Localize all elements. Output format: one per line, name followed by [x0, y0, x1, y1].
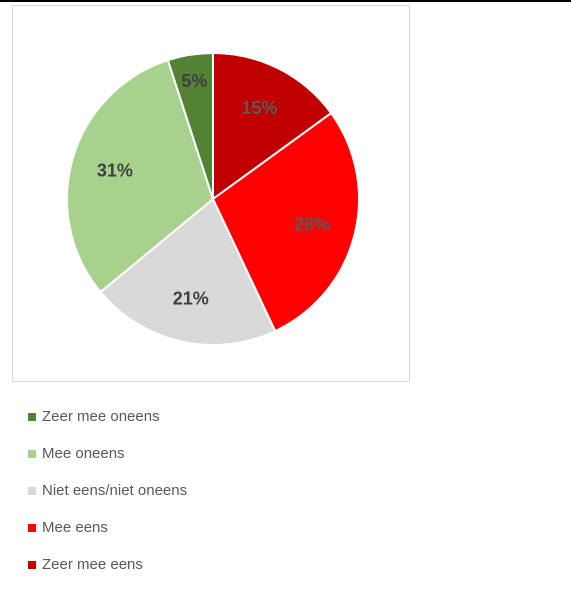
legend-item-zeer-mee-oneens: Zeer mee oneens [28, 398, 187, 435]
legend-item-niet-eens-niet-oneens: Niet eens/niet oneens [28, 472, 187, 509]
legend-label-mee-eens: Mee eens [42, 519, 108, 536]
pie-slice-niet-eens-niet-oneens [99, 197, 277, 346]
legend-swatch-zeer-mee-oneens [28, 412, 36, 421]
slice-label-zeer-mee-eens: 15% [241, 98, 277, 118]
legend-swatch-mee-eens [28, 523, 36, 532]
pie-chart: 15% 28% 21% 31% 5% [66, 51, 360, 346]
legend-label-mee-oneens: Mee oneens [42, 445, 125, 462]
slice-label-niet-eens-niet-oneens: 21% [173, 289, 209, 309]
legend-item-mee-oneens: Mee oneens [28, 435, 187, 472]
legend-item-mee-eens: Mee eens [28, 509, 187, 546]
legend-item-zeer-mee-eens: Zeer mee eens [28, 546, 187, 583]
chart-area: 15% 28% 21% 31% 5% [12, 5, 410, 382]
legend-swatch-niet-eens-niet-oneens [28, 486, 36, 495]
slice-label-mee-oneens: 31% [97, 160, 133, 180]
pie-slice-mee-eens [211, 111, 360, 333]
top-rule [0, 0, 571, 2]
pie-slice-zeer-mee-eens [212, 51, 333, 201]
pie-slice-mee-oneens [66, 58, 215, 294]
legend-label-niet-eens-niet-oneens: Niet eens/niet oneens [42, 482, 188, 499]
pie-slice-zeer-mee-oneens [166, 51, 214, 200]
legend-label-zeer-mee-eens: Zeer mee eens [42, 556, 143, 573]
chart-legend: Zeer mee oneens Mee oneens Niet eens/niet … [28, 398, 187, 583]
legend-swatch-mee-oneens [28, 449, 36, 458]
legend-swatch-zeer-mee-eens [28, 560, 36, 569]
slice-label-zeer-mee-oneens: 5% [181, 71, 207, 91]
legend-label-zeer-mee-oneens: Zeer mee oneens [42, 408, 160, 425]
slice-label-mee-eens: 28% [294, 214, 330, 234]
